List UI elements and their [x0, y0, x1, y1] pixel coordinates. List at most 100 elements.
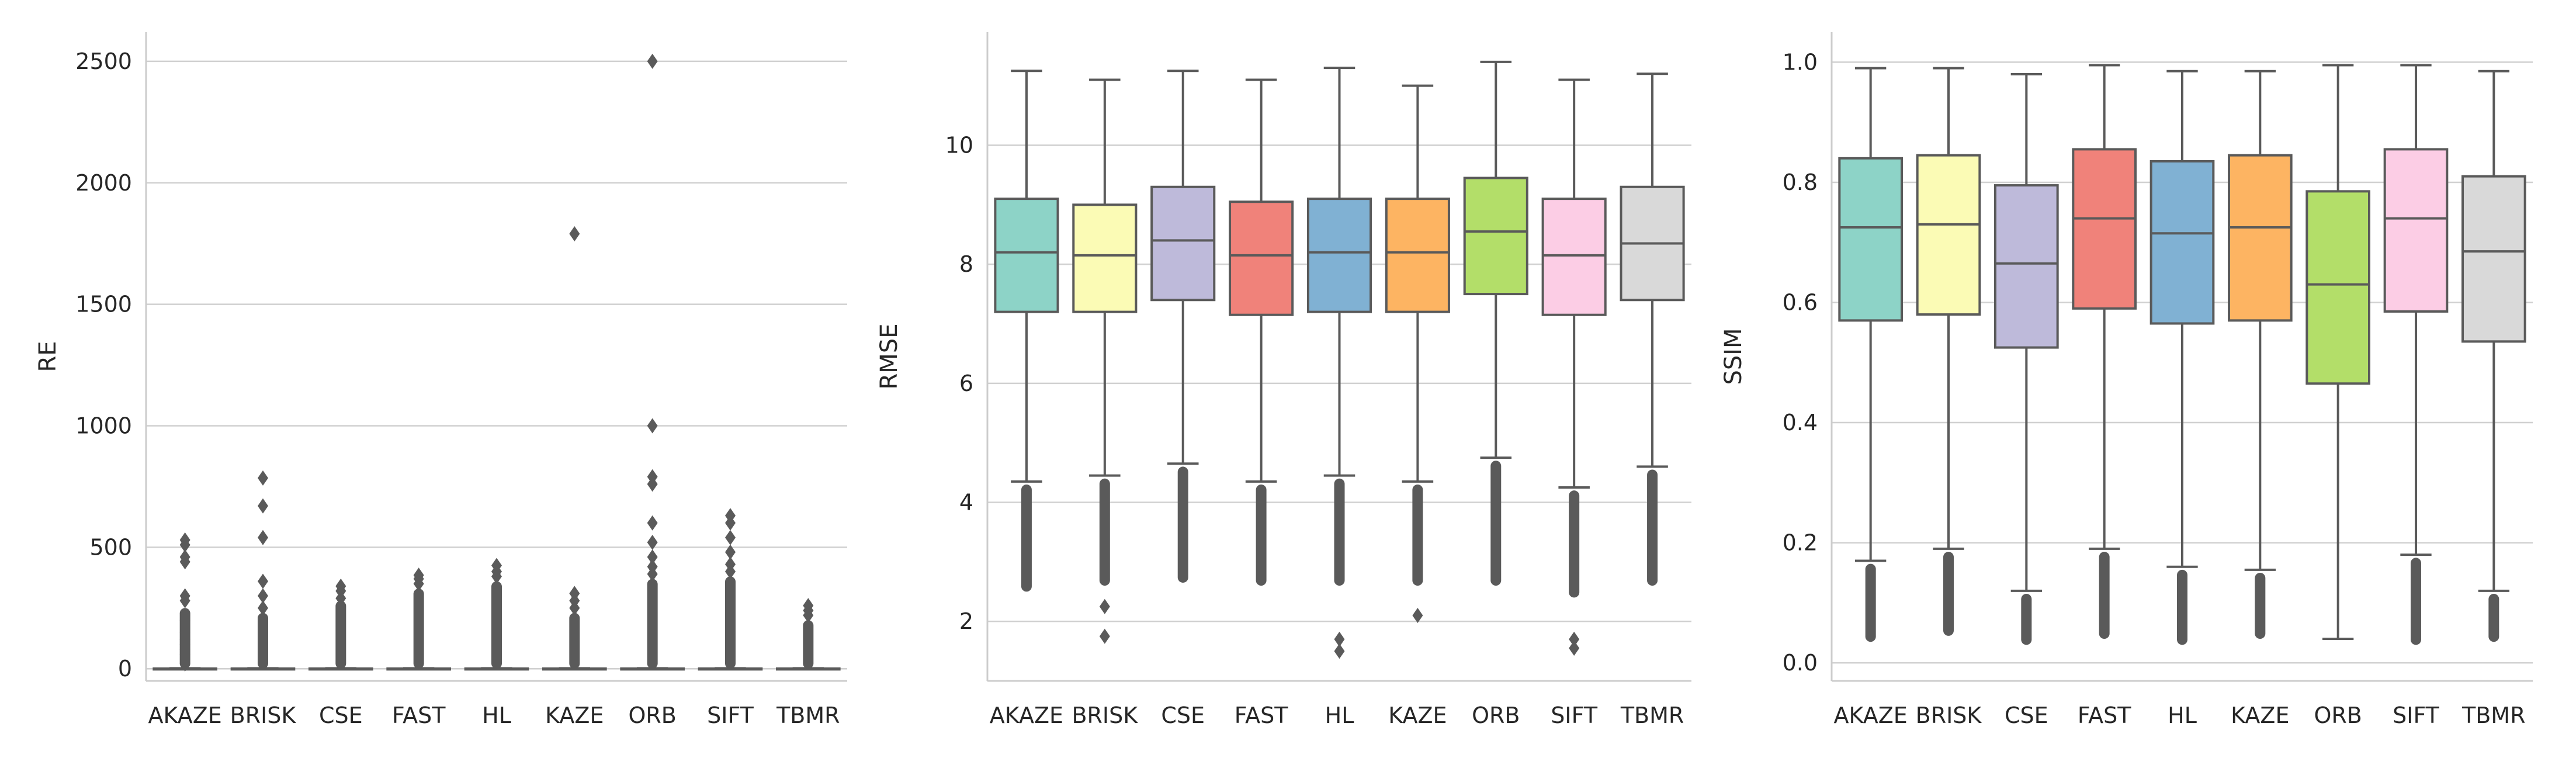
outlier-stack — [1865, 563, 1876, 642]
outlier-stack — [2411, 558, 2421, 645]
outlier-stack — [258, 613, 268, 669]
outlier-point — [1412, 607, 1423, 623]
box-body — [1385, 198, 1450, 313]
x-tick-label: AKAZE — [990, 703, 1063, 728]
outlier-stack — [1943, 552, 1954, 636]
outlier-point — [258, 573, 268, 589]
outlier-point — [647, 515, 658, 531]
x-tick-label: BRISK — [1916, 703, 1982, 728]
box-body — [2305, 190, 2370, 385]
y-tick-label: 0.8 — [1783, 169, 1818, 195]
y-tick-label: 0.6 — [1783, 290, 1818, 316]
x-tick-label: ORB — [628, 703, 676, 728]
x-tick-label: SIFT — [707, 703, 754, 728]
box-body — [2072, 148, 2137, 310]
box-orb — [2305, 64, 2370, 641]
x-tick-label: BRISK — [1072, 703, 1138, 728]
box-orb — [620, 53, 685, 671]
box-sift — [2383, 64, 2449, 645]
outlier-point — [725, 530, 736, 545]
box-body — [2383, 148, 2449, 313]
x-tick-label: CSE — [319, 703, 363, 728]
outlier-point — [258, 470, 268, 486]
x-tick-label: KAZE — [545, 703, 604, 728]
outlier-point — [647, 476, 658, 492]
box-brisk — [230, 470, 296, 671]
outlier-stack — [1647, 469, 1658, 586]
outlier-point — [491, 569, 502, 584]
box-sift — [1541, 78, 1607, 656]
box-fast — [386, 568, 451, 671]
x-tick-label: FAST — [2078, 703, 2131, 728]
outlier-stack — [803, 620, 814, 669]
outlier-stack — [1334, 478, 1345, 586]
x-tick-label: HL — [2168, 703, 2197, 728]
outlier-stack — [725, 576, 736, 669]
box-hl — [464, 558, 529, 671]
box-cse — [1150, 70, 1216, 583]
x-tick-label: SIFT — [2393, 703, 2440, 728]
outlier-point — [258, 600, 268, 616]
box-kaze — [2228, 70, 2293, 639]
outlier-stack — [1490, 461, 1502, 586]
box-tbmr — [776, 598, 841, 671]
outlier-point — [725, 563, 736, 579]
x-tick-label: HL — [482, 703, 511, 728]
outlier-point — [258, 588, 268, 604]
box-body — [994, 198, 1059, 313]
chart-panel-1: 0 500 1000 1500 2000 2500 RE AKAZE BRISK CSE FAST H… — [34, 32, 847, 728]
outlier-point — [1099, 628, 1110, 644]
outlier-point — [258, 498, 268, 514]
chart-panel-2: 2 4 6 8 10 RMSE AKAZE BRISK CSE FAST HL KAZE ORB SIFT… — [876, 32, 1691, 728]
outlier-point — [647, 535, 658, 551]
x-tick-label: ORB — [1472, 703, 1520, 728]
box-body — [2461, 175, 2526, 343]
box-hl — [2149, 70, 2215, 645]
x-tick-label: TBMR — [1620, 703, 1684, 728]
y-tick-label: 2 — [959, 608, 973, 634]
outlier-point — [647, 566, 658, 582]
y-axis-label: SSIM — [1720, 328, 1747, 385]
y-tick-label: 0.2 — [1783, 530, 1818, 556]
outlier-point — [1099, 599, 1110, 614]
outlier-point — [179, 537, 190, 553]
outlier-stack — [491, 581, 502, 669]
y-tick-label: 2000 — [75, 170, 132, 196]
box-body — [1838, 157, 1903, 322]
outlier-point — [1569, 640, 1580, 656]
outlier-stack — [2021, 593, 2032, 645]
box-sift — [698, 508, 763, 671]
y-tick-label: 0.0 — [1783, 650, 1818, 676]
y-axis-label: RE — [34, 341, 61, 372]
y-tick-label: 10 — [945, 132, 973, 158]
outlier-point — [258, 530, 268, 545]
outlier-point — [569, 226, 580, 242]
box-body — [1306, 198, 1372, 313]
outlier-point — [179, 593, 190, 608]
outlier-stack — [569, 613, 580, 669]
outlier-point — [1334, 644, 1345, 659]
box-body — [1916, 154, 1981, 316]
y-tick-label: 1500 — [75, 292, 132, 317]
y-tick-label: 0 — [118, 656, 132, 681]
box-cse — [1994, 72, 2059, 645]
chart-panel-3: 0.0 0.2 0.4 0.6 0.8 1.0 SSIM AKAZE BRISK CSE FAST H… — [1720, 32, 2533, 728]
y-tick-label: 2500 — [75, 49, 132, 74]
box-tbmr — [2461, 70, 2526, 642]
x-tick-label: FAST — [1235, 703, 1288, 728]
y-axis-label: RMSE — [876, 324, 903, 390]
outlier-stack — [1569, 490, 1580, 598]
box-cse — [308, 578, 373, 671]
box-brisk — [1072, 78, 1138, 644]
outlier-point — [647, 53, 658, 69]
outlier-point — [335, 590, 346, 606]
x-tick-label: KAZE — [1388, 703, 1447, 728]
outlier-stack — [647, 579, 658, 669]
box-body — [2228, 154, 2293, 322]
y-tick-label: 8 — [959, 251, 973, 277]
outlier-stack — [1099, 478, 1110, 586]
box-body — [2149, 160, 2215, 325]
x-tick-label: BRISK — [230, 703, 297, 728]
outlier-point — [647, 549, 658, 565]
